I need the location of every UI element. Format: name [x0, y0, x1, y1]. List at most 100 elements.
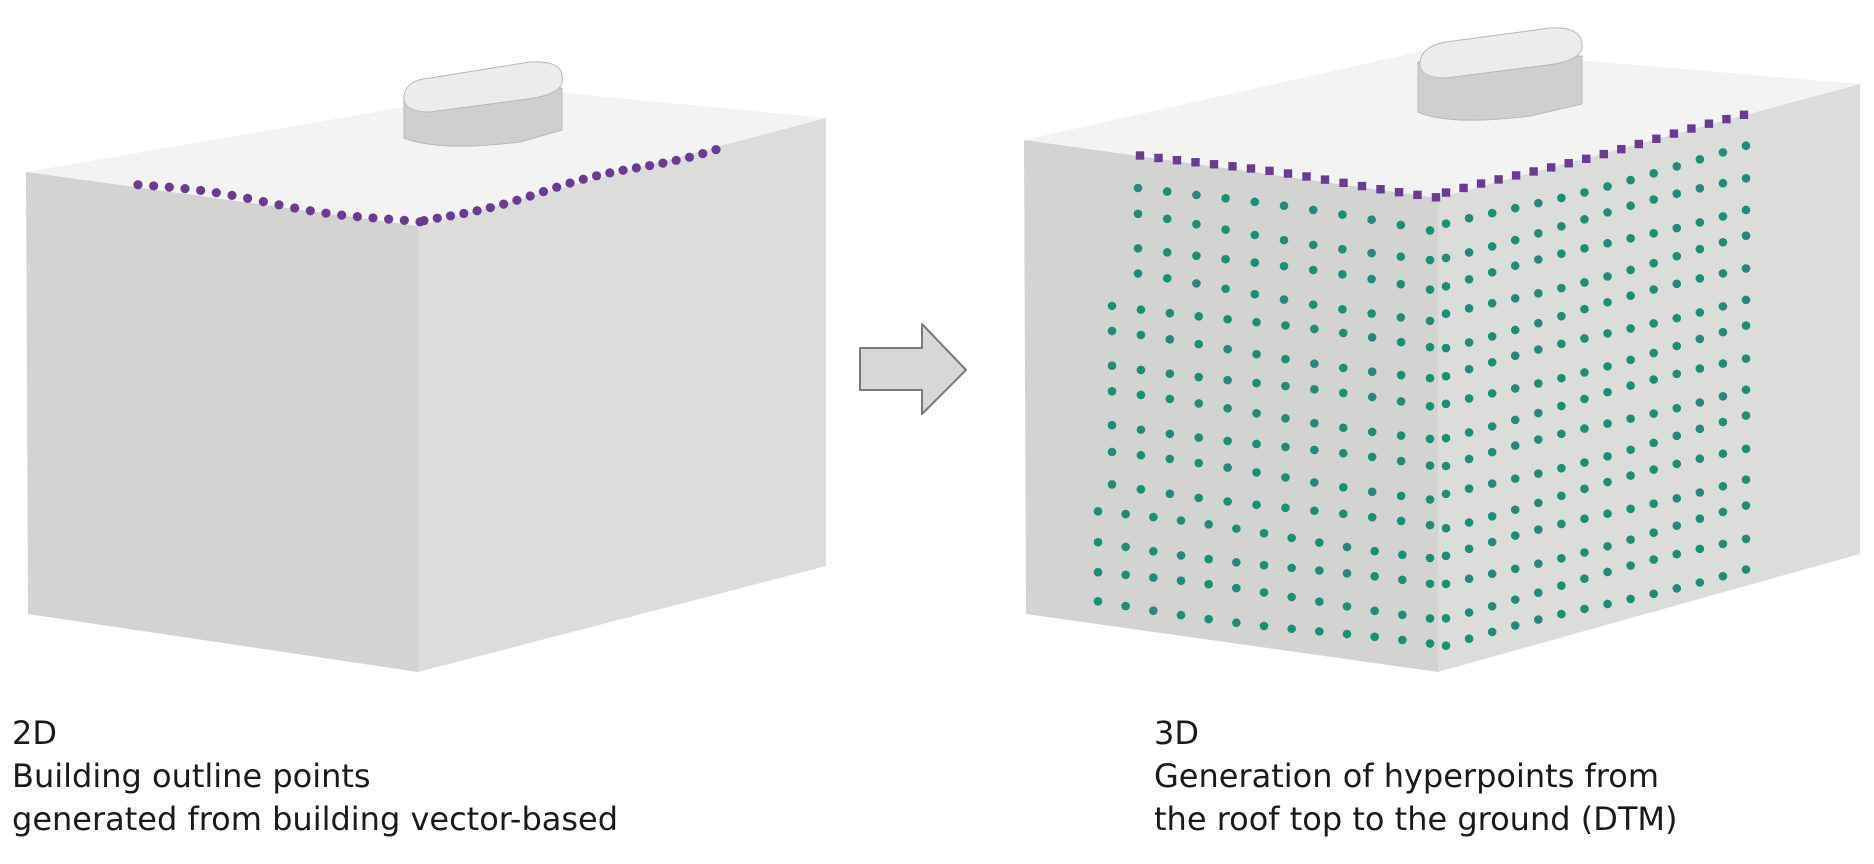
point [1464, 634, 1474, 643]
point [227, 190, 237, 200]
point [1259, 560, 1269, 570]
point [1107, 387, 1117, 396]
roof-point [1376, 185, 1385, 194]
point [1398, 610, 1407, 620]
point [1649, 228, 1658, 238]
point [1315, 597, 1324, 607]
point [1425, 401, 1435, 411]
chimney-3d [1417, 27, 1583, 121]
arrow-right-icon [859, 323, 967, 415]
point [1425, 255, 1435, 265]
point [1741, 444, 1751, 454]
point [1534, 318, 1543, 328]
point [1718, 269, 1728, 278]
hyperpoints-roof-outline [1135, 110, 1749, 202]
point [1487, 389, 1497, 398]
point [1367, 309, 1376, 318]
point [1308, 300, 1318, 309]
roof-point [1652, 134, 1661, 143]
roof-point [1529, 167, 1538, 176]
point [1136, 305, 1146, 315]
point [1510, 415, 1520, 425]
point [1194, 399, 1204, 408]
point [1252, 500, 1261, 510]
roof-point [1546, 163, 1556, 172]
point [1441, 461, 1451, 471]
point [1741, 141, 1751, 151]
roof-point [1283, 169, 1293, 178]
point [1672, 251, 1682, 261]
point [1093, 567, 1103, 577]
point [1259, 528, 1269, 538]
point [1741, 475, 1751, 484]
point [499, 199, 509, 209]
point [1718, 327, 1728, 337]
point [1252, 439, 1261, 449]
point [1121, 542, 1130, 552]
point [1338, 328, 1348, 338]
point [1487, 601, 1497, 611]
point [1580, 574, 1589, 583]
roof-point [1135, 151, 1145, 160]
point [1310, 418, 1319, 428]
point [1232, 618, 1241, 628]
point [196, 185, 206, 196]
point [1310, 445, 1319, 455]
point [1649, 348, 1658, 358]
point [1603, 452, 1612, 461]
point [1510, 441, 1520, 450]
point [1223, 403, 1232, 413]
point [1398, 635, 1407, 645]
roof-point [1582, 154, 1591, 163]
roof-point [1191, 158, 1200, 167]
point [1121, 570, 1130, 580]
point [1367, 427, 1377, 437]
point [1223, 314, 1232, 324]
point [1165, 394, 1175, 404]
point [1133, 244, 1143, 253]
point [1441, 433, 1451, 443]
point [1603, 329, 1612, 338]
point [1093, 537, 1103, 547]
point [1441, 253, 1451, 263]
point [1281, 473, 1290, 482]
point [1487, 537, 1497, 547]
point [1557, 581, 1566, 590]
point [1580, 484, 1589, 494]
point [1510, 235, 1520, 245]
point [1534, 345, 1543, 354]
point [384, 214, 394, 224]
caption-right-line-1: Generation of hyperpoints from [1154, 757, 1659, 795]
point [1281, 503, 1290, 513]
roof-point [1209, 160, 1219, 169]
point [1510, 531, 1520, 540]
point [1580, 514, 1589, 524]
point [1580, 604, 1589, 614]
point [1487, 479, 1497, 488]
point [1695, 334, 1705, 344]
roof-point [1511, 171, 1521, 180]
point [1281, 414, 1290, 423]
point [1510, 293, 1520, 303]
point [180, 184, 190, 194]
point [1718, 392, 1728, 401]
point [1194, 458, 1204, 468]
point [1441, 613, 1451, 623]
building-3d [1024, 27, 1860, 672]
point [1649, 589, 1658, 599]
point [1287, 624, 1296, 634]
point [1464, 304, 1474, 313]
point [1281, 321, 1290, 330]
point [1718, 481, 1728, 491]
point [1672, 459, 1682, 469]
point [1192, 219, 1201, 229]
point [1342, 568, 1352, 578]
point [1221, 254, 1230, 264]
point [1672, 493, 1682, 503]
point [1204, 520, 1213, 529]
point [684, 152, 695, 162]
point [1695, 398, 1705, 407]
point [1487, 268, 1497, 277]
point [658, 158, 668, 168]
point [1534, 198, 1543, 208]
